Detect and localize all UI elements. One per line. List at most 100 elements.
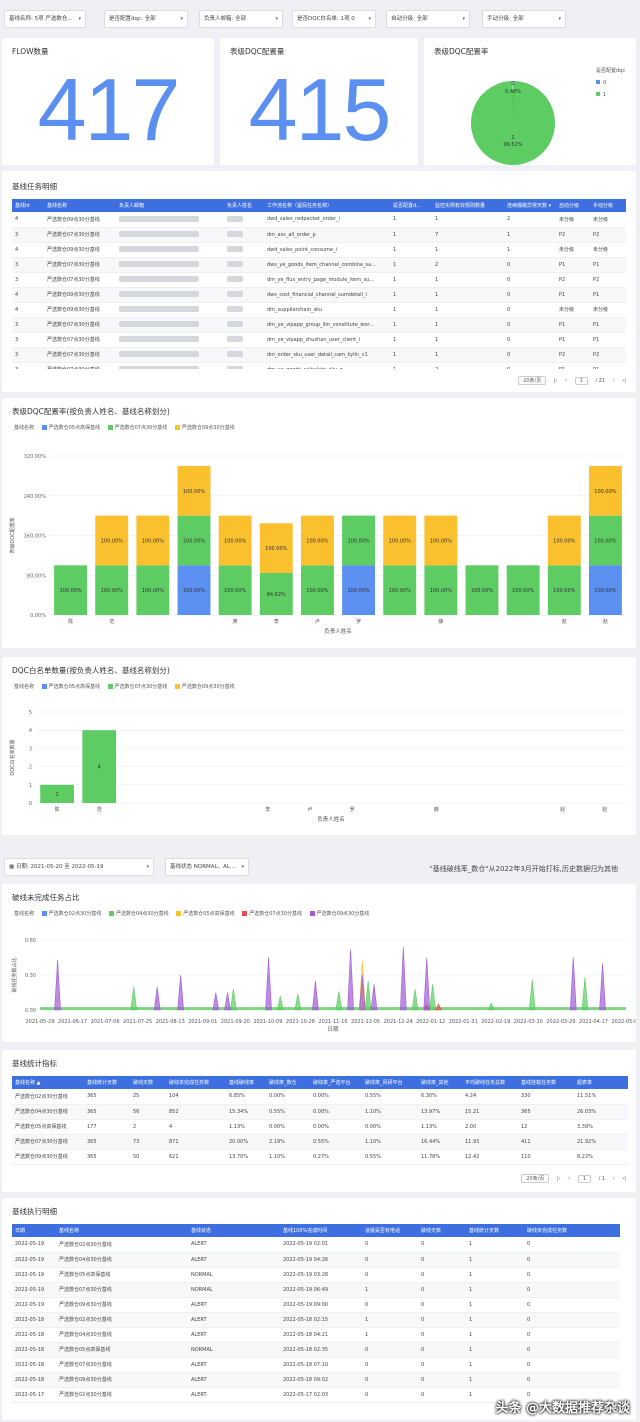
- table-row[interactable]: 2022-05-19 严选数仓09点30分基线 ALERT 2022-05-19 09…: [12, 1297, 620, 1313]
- filter-dqc-configured[interactable]: 是否配置dqc: 全部 ▾: [104, 10, 188, 28]
- bar-segment[interactable]: [424, 565, 458, 615]
- area-peak[interactable]: [358, 974, 366, 1011]
- table-row[interactable]: 2022-05-18 严选数仓04点30分基线 ALERT 2022-05-18 04…: [12, 1327, 620, 1343]
- legend-item[interactable]: 严选数仓09点30分基线: [174, 424, 235, 431]
- bar-segment[interactable]: [342, 565, 376, 615]
- bar-segment[interactable]: [95, 515, 129, 566]
- legend-item[interactable]: 严选数仓09点30分基线: [174, 683, 235, 690]
- column-header[interactable]: 工作流名称（猛犸任务名称）: [264, 199, 390, 212]
- column-header[interactable]: 超表率: [574, 1076, 628, 1089]
- filter-baseline-name[interactable]: 基线名称: 5项 严选数仓... ▾: [4, 10, 86, 28]
- area-peak[interactable]: [411, 988, 419, 1011]
- column-header[interactable]: 基线挂载任务数: [518, 1076, 574, 1089]
- column-header[interactable]: 破线天数: [130, 1076, 166, 1089]
- table-row[interactable]: 3 严选数仓07点30分基线 dm_order_sku_user_detail_ca…: [12, 347, 626, 363]
- area-peak[interactable]: [370, 984, 378, 1011]
- area-peak[interactable]: [429, 984, 436, 1011]
- table-row[interactable]: 严选数仓07点30分基线 365 73 871 20.00% 2.19% 0.55% 1.10…: [12, 1134, 628, 1150]
- bar-segment[interactable]: [136, 565, 170, 615]
- column-header[interactable]: 基线统计天数: [84, 1076, 130, 1089]
- table-row[interactable]: 2022-05-17 严选数仓02点30分基线 ALERT 2022-05-17 02…: [12, 1387, 620, 1403]
- area-peak[interactable]: [212, 992, 220, 1011]
- bar-segment[interactable]: [547, 515, 581, 566]
- bar-segment[interactable]: [383, 565, 417, 615]
- bar-segment[interactable]: [259, 572, 293, 615]
- filter-auto-level[interactable]: 自动分级: 全部 ▾: [386, 10, 470, 28]
- filter-date-range[interactable]: ▦ 日期: 2021-05-20 至 2022-05-19 ▾: [4, 858, 154, 876]
- table-row[interactable]: 2022-05-18 严选数仓02点30分基线 ALERT 2022-05-18 02…: [12, 1312, 620, 1328]
- table-row[interactable]: 3 严选数仓07点30分基线 dm_ass_all_order_p 1 7 1 P2 P2: [12, 227, 626, 243]
- filter-manual-level[interactable]: 手动分级: 全部 ▾: [482, 10, 566, 28]
- column-header[interactable]: 破线率_其他: [418, 1076, 462, 1089]
- bar-segment[interactable]: [588, 565, 622, 615]
- column-header[interactable]: 基线名称 ▲: [12, 1076, 84, 1089]
- bar-segment[interactable]: [424, 515, 458, 566]
- bar-segment[interactable]: [300, 565, 334, 615]
- column-header[interactable]: 基线状态: [188, 1224, 280, 1237]
- area-peak[interactable]: [581, 977, 589, 1011]
- area-peak[interactable]: [423, 957, 431, 1011]
- area-peak[interactable]: [230, 988, 237, 1011]
- table-row[interactable]: 2022-05-18 严选数仓09点30分基线 ALERT 2022-05-18 09…: [12, 1372, 620, 1388]
- table-row[interactable]: 3 严选数仓07点30分基线 dws_ye_goods_item_channel_c…: [12, 257, 626, 273]
- area-peak[interactable]: [265, 957, 272, 1011]
- table-row[interactable]: 4 严选数仓09点30分基线 dws_cost_financial_channel_…: [12, 287, 626, 303]
- area-peak[interactable]: [335, 991, 343, 1011]
- legend-item[interactable]: 严选数仓09点30分基线: [309, 910, 369, 917]
- bar-segment[interactable]: [54, 565, 88, 615]
- table-row[interactable]: 严选数仓09点30分基线 365 50 621 13.70% 1.10% 0.27% 0.55…: [12, 1149, 628, 1165]
- last-page-icon[interactable]: ›|: [622, 378, 626, 384]
- table-row[interactable]: 2022-05-19 严选数仓02点30分基线 ALERT 2022-05-19 02…: [12, 1237, 620, 1253]
- bar-segment[interactable]: [218, 565, 252, 615]
- table-row[interactable]: 2022-05-19 严选数仓07点30分基线 NORMAL 2022-05-19 0…: [12, 1282, 620, 1298]
- next-page-icon[interactable]: ›: [612, 378, 615, 384]
- bar-segment[interactable]: [465, 565, 499, 615]
- first-page-icon[interactable]: |‹: [553, 378, 558, 384]
- table-row[interactable]: 4 严选数仓09点30分基线 dm_supplierchain_sku 1 1 0 未分级未…: [12, 302, 626, 318]
- filter-baseline-status[interactable]: 基线状态 NORMAL、AL... ▾: [165, 858, 249, 876]
- bar-segment[interactable]: [588, 465, 622, 516]
- area-peak[interactable]: [569, 957, 577, 1011]
- page-input[interactable]: 1: [577, 1175, 592, 1183]
- legend-item[interactable]: 严选数仓07点30分基线: [242, 910, 302, 917]
- bar-segment[interactable]: [588, 515, 622, 566]
- column-header[interactable]: 破线率_风研平台: [362, 1076, 418, 1089]
- area-peak[interactable]: [153, 986, 161, 1011]
- legend-item[interactable]: 严选数仓02点30分基线: [41, 910, 101, 917]
- bar-segment[interactable]: [383, 515, 417, 566]
- area-peak[interactable]: [224, 992, 231, 1011]
- table-row[interactable]: 2022-05-19 严选数仓05点高保基线 NORMAL 2022-05-19 03…: [12, 1267, 620, 1283]
- filter-dqc-whitelist[interactable]: 是否DQC白名单: 1项 0 ▾: [292, 10, 376, 28]
- column-header[interactable]: 破线率_严选平台: [310, 1076, 362, 1089]
- column-header[interactable]: 基线100%完成时间: [280, 1224, 362, 1237]
- area-peak[interactable]: [294, 993, 302, 1011]
- column-header[interactable]: 手动分级: [590, 199, 626, 212]
- column-header[interactable]: 是否配置d...: [390, 199, 432, 212]
- bar-segment[interactable]: [40, 784, 74, 803]
- table-row[interactable]: 严选数仓02点30分基线 365 25 104 6.85% 0.00% 0.00% 0.55%…: [12, 1089, 628, 1105]
- area-peak[interactable]: [347, 949, 354, 1011]
- area-peak[interactable]: [312, 980, 319, 1011]
- bar-segment[interactable]: [259, 523, 293, 573]
- area-peak[interactable]: [276, 995, 284, 1011]
- bar-segment[interactable]: [136, 515, 170, 566]
- column-header[interactable]: 破线率_数仓: [266, 1076, 310, 1089]
- bar-segment[interactable]: [177, 515, 211, 566]
- column-header[interactable]: 自动分级: [556, 199, 590, 212]
- area-peak[interactable]: [434, 1003, 442, 1011]
- bar-segment[interactable]: [218, 515, 252, 566]
- table-row[interactable]: 2022-05-18 严选数仓05点高保基线 NORMAL 2022-05-18 02…: [12, 1342, 620, 1358]
- bar-segment[interactable]: [177, 465, 211, 516]
- prev-page-icon[interactable]: ‹: [565, 378, 568, 384]
- table-row[interactable]: 3 严选数仓07点30分基线 dm_ye_flux_entry_page_modul…: [12, 272, 626, 288]
- table-row[interactable]: 2022-05-18 严选数仓07点30分基线 ALERT 2022-05-18 07…: [12, 1357, 620, 1373]
- legend-item[interactable]: 严选数仓05点高保基线: [41, 424, 100, 431]
- column-header[interactable]: 负责人邮箱: [116, 199, 224, 212]
- area-peak[interactable]: [487, 1002, 495, 1011]
- column-header[interactable]: 基线名称: [44, 199, 116, 212]
- bar-segment[interactable]: [82, 730, 117, 803]
- pie-slice[interactable]: [513, 81, 515, 123]
- table-row[interactable]: 严选数仓04点30分基线 365 56 852 15.34% 0.55% 0.00% 1.10…: [12, 1104, 628, 1120]
- next-page-icon[interactable]: ›: [612, 1176, 615, 1182]
- column-header[interactable]: 连续爆跳异常天数 ▾: [504, 199, 556, 212]
